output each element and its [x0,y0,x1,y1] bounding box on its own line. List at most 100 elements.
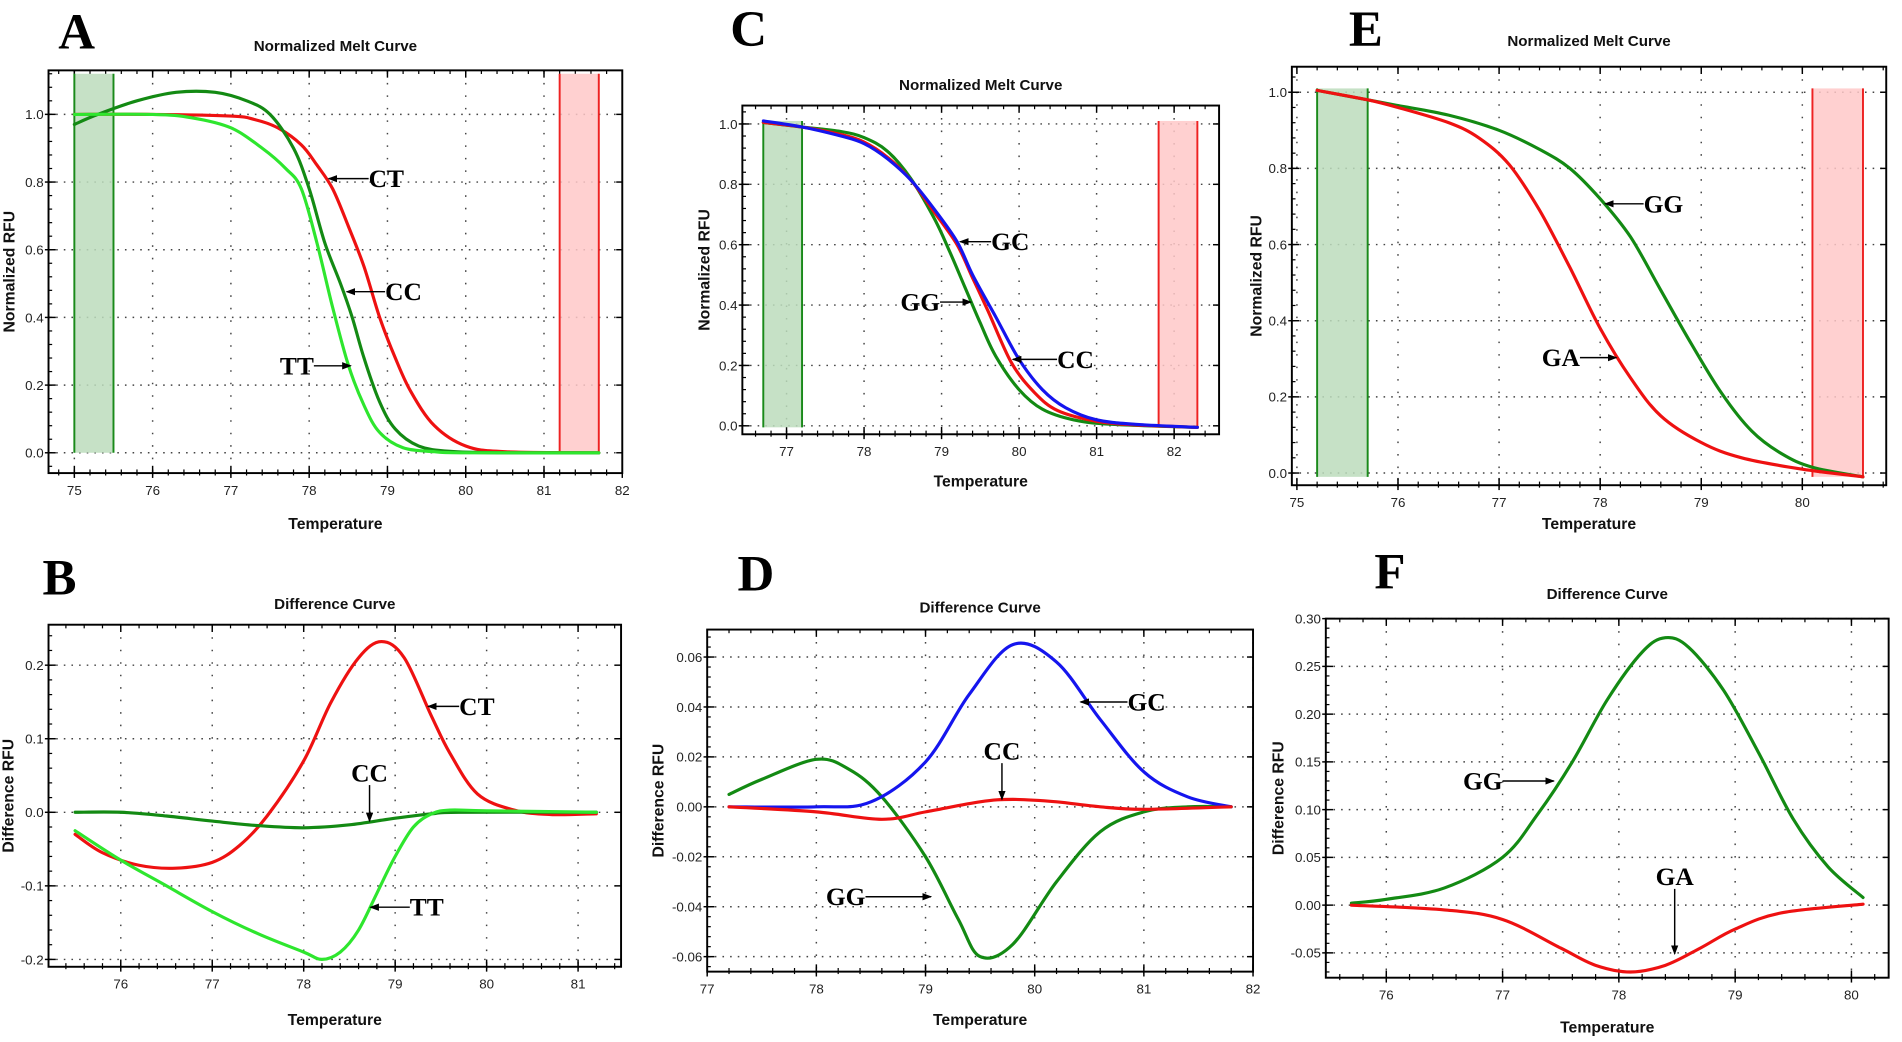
y-axis-label: Normalized RFU [697,209,714,331]
y-axis: -0.2 -0.1 0.0 0.1 0.2 [21,635,622,967]
y-tick-label: 0.10 [1295,802,1321,817]
x-axis: 76 77 78 79 80 [1339,618,1876,1003]
chart-title: Difference Curve [919,600,1040,617]
annotation-ga-label: GA [1656,862,1695,891]
y-tick-label: 0.0 [25,446,44,461]
x-tick-label: 80 [1844,988,1859,1003]
x-tick-label: 81 [571,977,586,992]
y-tick-label: 0.25 [1295,659,1321,674]
panel-letter: B [42,550,76,606]
panel-letter: D [738,547,775,603]
series-gg-line [1349,635,1865,905]
y-tick-label: 0.4 [1268,314,1287,329]
plot-frame [47,69,624,475]
annotation-gg-label: GG [900,288,940,317]
annotation-ct-label: CT [369,164,404,193]
pre-melt-region [763,120,803,428]
series-ga-line [1315,88,1865,479]
y-tick-label: -0.1 [21,879,44,894]
y-tick-label: 0.4 [25,310,44,325]
series-cc-line [761,120,1199,429]
y-tick-label: 1.0 [719,117,738,132]
annotation-ga-label: GA [1542,343,1581,372]
y-tick-label: 0.30 [1295,611,1321,626]
x-tick-label: 78 [302,483,317,498]
x-tick-label: 75 [1289,495,1304,510]
x-axis: 75 76 77 78 79 80 81 82 [58,70,630,498]
plot-frame [1290,65,1888,487]
y-tick-label: -0.05 [1291,946,1321,961]
y-tick-label: 0.2 [1268,390,1287,405]
series-ct-line [73,639,598,870]
series-ct-line [72,112,601,455]
x-tick-label: 77 [1495,988,1510,1003]
y-axis: -0.05 0.00 0.05 0.10 0.15 0.20 0.25 0.30 [1291,611,1889,973]
plot-frame [1324,617,1890,979]
x-tick-label: 79 [934,444,949,459]
annotation-gg-label: GG [1644,189,1684,218]
plot-area [761,119,1199,429]
y-axis-label: Difference RFU [651,744,668,858]
panel-d: D Difference Curve Temperature Difference R… [651,547,1261,1029]
annotation-cc-label: CC [1057,345,1094,374]
annotation-cc-label: CC [984,737,1021,766]
x-axis: 75 76 77 78 79 80 [1289,66,1884,510]
y-tick-label: 0.1 [25,732,44,747]
y-axis-label: Difference RFU [0,739,17,853]
x-tick-label: 76 [145,483,160,498]
series-tt-line [73,808,598,961]
x-tick-label: 76 [1391,495,1406,510]
chart-title: Difference Curve [274,596,395,613]
panel-letter: E [1349,2,1383,58]
annotation-gc-label: GC [1127,687,1165,716]
y-tick-label: 0.00 [676,800,702,815]
series-gc-line [761,119,1199,429]
y-tick-label: 0.8 [719,177,738,192]
x-tick-label: 81 [1089,444,1104,459]
y-tick-label: -0.04 [672,900,703,915]
x-tick-label: 81 [537,483,552,498]
plot-area [1315,88,1865,479]
x-tick-label: 82 [1246,981,1261,996]
x-tick-label: 77 [779,444,794,459]
series-gc-line [727,641,1233,809]
x-tick-label: 78 [809,981,824,996]
y-axis-label: Normalized RFU [2,211,19,333]
y-tick-label: 0.2 [25,658,44,673]
annotation-gc-label: GC [991,227,1029,256]
y-tick-label: 0.2 [719,358,738,373]
x-axis: 77 78 79 80 81 82 [700,629,1261,996]
y-tick-label: 0.04 [676,700,703,715]
x-tick-label: 77 [1492,495,1507,510]
x-tick-label: 82 [1167,444,1182,459]
post-melt-region [559,73,599,453]
series-gg-line [727,757,1233,960]
series-cc-line [727,797,1233,821]
y-tick-label: 0.05 [1295,850,1321,865]
y-tick-label: 0.8 [1268,161,1287,176]
plot-area [727,641,1233,960]
y-tick-label: 1.0 [1268,85,1287,100]
panel-letter: C [730,2,767,58]
y-tick-label: -0.02 [672,850,702,865]
x-tick-label: 78 [857,444,872,459]
x-tick-label: 78 [296,977,311,992]
y-tick-label: 0.06 [676,650,702,665]
annotation-gg-label: GG [826,882,866,911]
plot-frame [47,623,623,968]
y-tick-label: 0.4 [719,298,738,313]
y-tick-label: 0.20 [1295,707,1321,722]
series-cc-line [72,89,601,455]
x-axis-label: Temperature [1560,1019,1654,1036]
x-tick-label: 80 [1795,495,1810,510]
plot-frame [741,104,1221,436]
x-tick-label: 82 [615,483,630,498]
x-axis-label: Temperature [933,1012,1027,1029]
plot-area [73,639,598,961]
x-tick-label: 81 [1136,981,1151,996]
y-tick-label: 0.0 [1268,466,1287,481]
annotation-tt-label: TT [410,893,444,922]
x-tick-label: 78 [1593,495,1608,510]
series-cc-line [73,810,598,830]
annotation-ct-label: CT [459,692,494,721]
